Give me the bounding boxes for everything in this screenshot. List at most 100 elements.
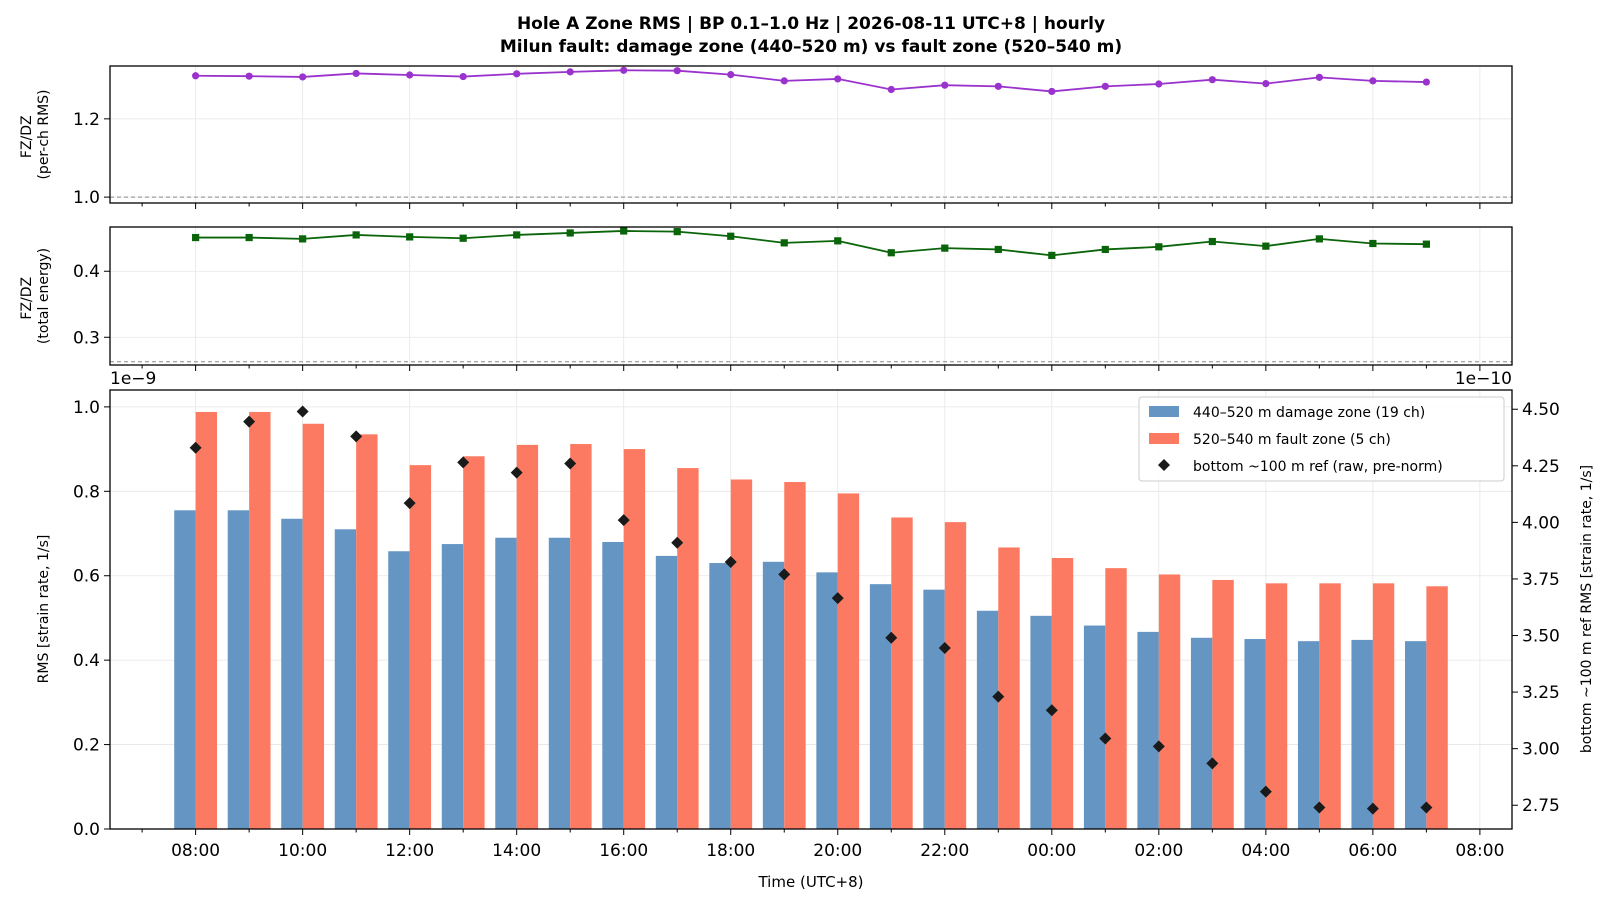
fault-zone-bar (944, 522, 967, 829)
legend-label-reference: bottom ~100 m ref (raw, pre-norm) (1193, 459, 1443, 475)
ratio-point (566, 68, 574, 76)
panel-1-y-axis-label: FZ/DZ (per-ch RMS) (19, 89, 52, 179)
ratio-point (1369, 77, 1377, 85)
fault-zone-bar (249, 411, 271, 829)
ratio-point (620, 227, 628, 235)
fault-zone-bar (623, 449, 646, 829)
damage-zone-bar (869, 584, 892, 829)
ratio-point (834, 237, 842, 245)
damage-zone-bar (655, 555, 678, 829)
reference-point (1366, 802, 1379, 815)
fault-zone-bar (463, 456, 485, 829)
fault-zone-bar (302, 423, 325, 829)
ratio-point (1369, 239, 1377, 248)
damage-zone-bar (227, 510, 250, 829)
ratio-point (299, 73, 307, 81)
zone-rms-panel: 08:00 10:00 12:00 14:00 16:00 18:00 20:00 22:00… (36, 369, 1595, 891)
ratio-point (406, 233, 414, 241)
fault-zone-bar (784, 482, 806, 829)
damage-zone-bar (174, 510, 196, 829)
ratio-point (513, 70, 521, 78)
ratio-point (1422, 78, 1430, 86)
fault-zone-bar (891, 517, 913, 829)
fault-zone-bar (1051, 558, 1074, 829)
panel-1-y-label-line-1: FZ/DZ (19, 115, 35, 158)
ratio-per-channel-panel: 1.0 1.2 FZ/DZ (per-ch RMS) (19, 65, 1513, 209)
reference-point (457, 456, 470, 469)
reference-point (1045, 704, 1058, 717)
damage-zone-bar (816, 572, 838, 829)
ratio-point (245, 233, 253, 242)
x-tick-label: 04:00 (1241, 841, 1290, 861)
x-tick-label: 00:00 (1027, 841, 1076, 861)
damage-zone-bar (441, 544, 464, 829)
panel-2-y-label-line-2: (total energy) (36, 248, 52, 344)
reference-point (243, 415, 256, 428)
fault-zone-bar (1372, 583, 1395, 829)
ratio-point (620, 66, 628, 74)
fault-zone-bar (195, 411, 218, 829)
ratio-point (1315, 73, 1323, 81)
y-tick-label: 1.0 (73, 188, 100, 208)
y-tick-label: 0.6 (73, 567, 100, 587)
reference-point (885, 631, 898, 644)
reference-point (724, 555, 737, 568)
reference-point (403, 497, 416, 510)
fault-zone-bar (1212, 579, 1234, 829)
x-tick-label: 18:00 (706, 841, 755, 861)
y-axis-offset-text: 1e−9 (110, 369, 156, 389)
ratio-line (195, 69, 1427, 93)
damage-zone-bar (281, 518, 303, 829)
reference-point (992, 690, 1005, 703)
x-tick-label: 10:00 (278, 841, 327, 861)
ratio-point (299, 235, 307, 243)
panel-1-y-label-line-2: (per-ch RMS) (36, 89, 52, 179)
legend: 440–520 m damage zone (19 ch) 520–540 m … (1138, 396, 1505, 482)
ratio-point (406, 71, 414, 79)
fault-zone-bar (837, 493, 860, 829)
reference-point (1206, 757, 1219, 770)
damage-zone-bar (1244, 639, 1266, 829)
ratio-point (352, 69, 360, 78)
ratio-point (1208, 76, 1216, 84)
ratio-point (352, 231, 360, 239)
x-axis-label: Time (UTC+8) (757, 873, 863, 891)
ratio-point (727, 71, 735, 79)
x-tick-label: 22:00 (920, 841, 969, 861)
reference-point (617, 514, 630, 527)
legend-swatch-damage-zone (1149, 406, 1179, 417)
x-tick-label: 20:00 (813, 841, 862, 861)
y-tick-label: 0.2 (73, 736, 100, 756)
damage-zone-bar (1083, 625, 1106, 829)
y-tick-label: 0.4 (73, 651, 100, 671)
ratio-point (673, 228, 681, 236)
ratio-point (459, 234, 467, 242)
ratio-point (994, 82, 1002, 90)
y2-axis-offset-text: 1e−10 (1455, 369, 1512, 389)
legend-label-fault-zone: 520–540 m fault zone (5 ch) (1193, 432, 1391, 448)
chart-title-line-1: Hole A Zone RMS | BP 0.1–1.0 Hz | 2026-0… (517, 14, 1105, 34)
damage-zone-bar (709, 563, 731, 829)
reference-point (350, 430, 363, 443)
y-axis-label: RMS [strain rate, 1/s] (36, 535, 52, 684)
y2-tick-label: 4.00 (1522, 513, 1560, 533)
y2-tick-label: 3.50 (1522, 627, 1560, 647)
ratio-point (994, 245, 1002, 254)
reference-point (189, 441, 202, 454)
damage-zone-bar (1351, 639, 1373, 829)
reference-point (1152, 740, 1165, 753)
y-tick-label: 0.3 (73, 328, 100, 348)
y-tick-label: 0.0 (73, 820, 100, 840)
ratio-point (1048, 251, 1056, 259)
damage-zone-bar (388, 551, 410, 829)
damage-zone-bar (548, 537, 571, 829)
ratio-total-energy-panel: 0.3 0.4 FZ/DZ (total energy) (19, 226, 1513, 371)
fault-zone-bar (998, 547, 1020, 829)
ratio-point (780, 239, 788, 247)
fault-zone-bar (356, 434, 378, 829)
reference-point (510, 466, 523, 479)
y-tick-label: 0.8 (73, 482, 100, 502)
y2-tick-label: 3.00 (1522, 740, 1560, 760)
reference-point (1099, 732, 1112, 745)
legend-label-damage-zone: 440–520 m damage zone (19 ch) (1193, 405, 1425, 421)
